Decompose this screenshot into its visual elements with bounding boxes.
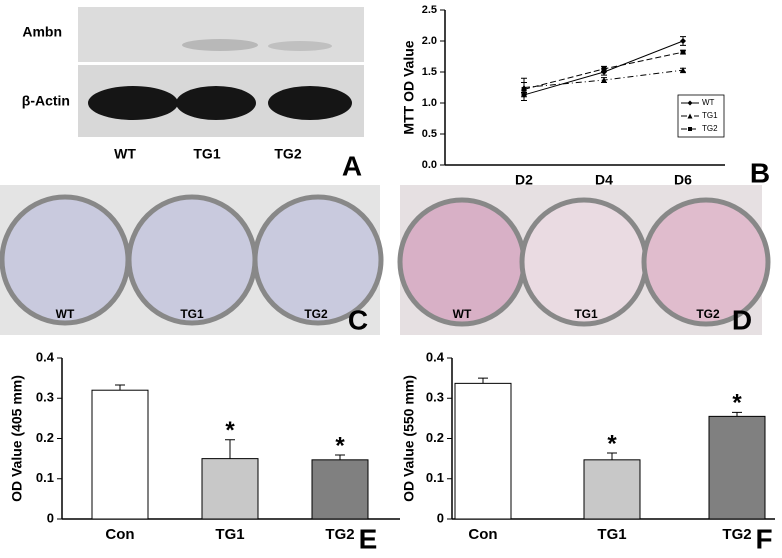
marker <box>680 49 686 55</box>
significance: * <box>335 432 345 459</box>
y-axis-label: MTT OD Value <box>401 40 417 134</box>
significance: * <box>225 417 235 444</box>
y-tick-label: 0.3 <box>36 390 54 405</box>
error-bar <box>335 454 345 460</box>
band <box>182 39 258 51</box>
band <box>268 41 332 51</box>
panel-letter: F <box>755 523 772 554</box>
error-bar <box>225 439 235 459</box>
marker <box>521 86 527 92</box>
well <box>126 194 258 326</box>
lane-label: TG1 <box>193 146 220 162</box>
error-bar <box>115 384 125 391</box>
error-bar <box>607 452 617 460</box>
well <box>252 194 384 326</box>
y-axis-label: OD Value (550 mm) <box>401 375 417 502</box>
blot-ambn <box>78 7 364 62</box>
error-bar <box>478 377 488 384</box>
error-bar <box>732 411 742 417</box>
y-tick-label: 0 <box>437 510 444 525</box>
well <box>519 197 649 327</box>
y-tick-label: 0.0 <box>422 159 437 171</box>
x-tick-label: D6 <box>674 172 692 188</box>
y-tick-label: 1.0 <box>422 97 437 109</box>
y-tick-label: 1.5 <box>422 66 437 78</box>
bar <box>708 415 766 520</box>
x-tick-label: TG1 <box>597 526 626 543</box>
significance: * <box>607 430 617 457</box>
panel-letter: A <box>342 150 362 181</box>
legend-marker <box>687 113 693 119</box>
legend-marker <box>688 127 692 131</box>
bar <box>311 459 369 520</box>
wells <box>0 194 384 326</box>
marker <box>680 67 686 74</box>
well-label: TG2 <box>696 307 720 321</box>
x-tick-label: D4 <box>595 172 613 188</box>
panel-letter: E <box>359 523 378 554</box>
legend-label: TG2 <box>702 124 718 133</box>
band <box>88 86 178 120</box>
legend-label: WT <box>702 98 715 107</box>
lane-label: WT <box>114 146 136 162</box>
x-tick-label: Con <box>468 526 497 543</box>
well-label: WT <box>453 307 472 321</box>
well-label: TG1 <box>574 307 598 321</box>
band <box>268 86 352 120</box>
y-tick-label: 0.2 <box>36 430 54 445</box>
well <box>397 197 527 327</box>
y-tick-label: 0.2 <box>426 430 444 445</box>
panel-letter: D <box>732 304 752 335</box>
marker <box>601 77 607 84</box>
x-tick-label: D2 <box>515 172 533 188</box>
panel-letter: C <box>348 304 368 335</box>
marker <box>680 38 686 44</box>
well <box>641 197 771 327</box>
bar <box>583 459 641 520</box>
y-tick-label: 0.1 <box>426 470 444 485</box>
y-tick-label: 2.5 <box>422 4 437 16</box>
y-tick-label: 2.0 <box>422 35 437 47</box>
legend-label: TG1 <box>702 111 718 120</box>
well-label: TG2 <box>304 307 328 321</box>
row-label: β-Actin <box>22 93 70 109</box>
x-tick-label: TG2 <box>325 526 354 543</box>
row-label: Ambn <box>22 24 62 40</box>
bar <box>454 382 512 520</box>
well <box>0 194 131 326</box>
well-label: WT <box>56 307 75 321</box>
y-axis-label: OD Value (405 mm) <box>9 375 25 502</box>
y-tick-label: 0.4 <box>426 349 445 364</box>
marker <box>601 66 607 72</box>
bar <box>91 389 149 520</box>
significance: * <box>732 390 742 417</box>
lane-label: TG2 <box>274 146 301 162</box>
x-tick-label: TG1 <box>215 526 244 543</box>
y-tick-label: 0.4 <box>36 349 55 364</box>
y-tick-label: 0.3 <box>426 390 444 405</box>
y-tick-label: 0.1 <box>36 470 54 485</box>
bar <box>201 458 259 520</box>
band <box>176 86 256 120</box>
x-tick-label: Con <box>105 526 134 543</box>
legend-marker <box>687 100 693 106</box>
y-tick-label: 0 <box>47 510 54 525</box>
wells <box>397 197 771 327</box>
x-tick-label: TG2 <box>722 526 751 543</box>
panel-letter: B <box>750 157 770 188</box>
well-label: TG1 <box>180 307 204 321</box>
y-tick-label: 0.5 <box>422 128 437 140</box>
